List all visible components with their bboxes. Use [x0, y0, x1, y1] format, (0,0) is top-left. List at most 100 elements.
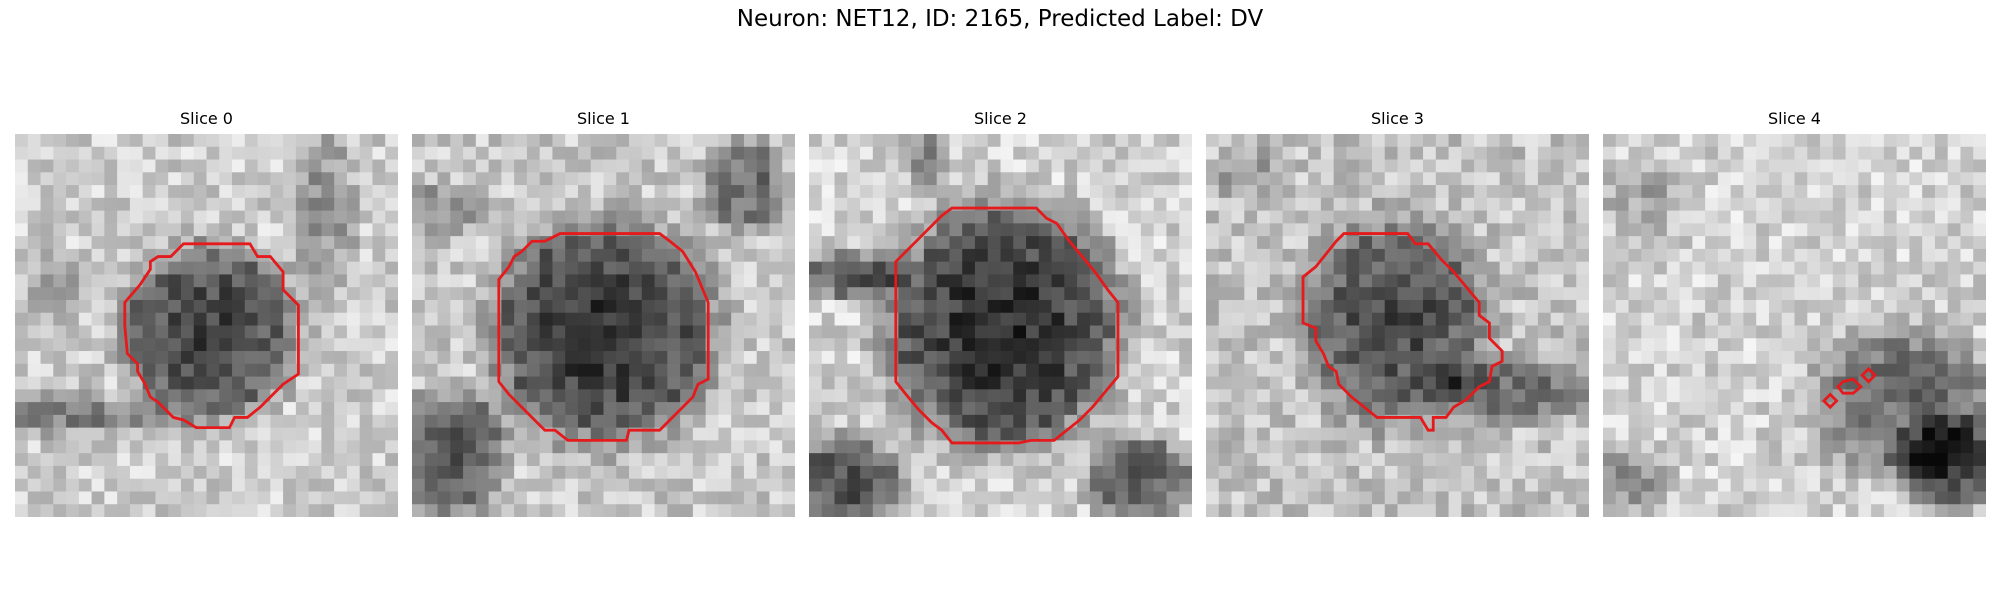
pixel [911, 389, 925, 403]
pixel [359, 210, 373, 224]
pixel [1179, 287, 1192, 301]
pixel [1179, 414, 1192, 429]
pixel [244, 274, 259, 288]
pixel [1231, 274, 1245, 288]
pixel [1730, 236, 1744, 250]
pixel [1537, 465, 1552, 480]
pixel [1077, 261, 1091, 275]
pixel [756, 236, 770, 250]
pixel [1244, 440, 1258, 454]
pixel [450, 440, 464, 454]
pixel [372, 197, 386, 212]
pixel [488, 185, 502, 199]
pixel [168, 299, 182, 314]
pixel [885, 172, 899, 186]
pixel [1308, 287, 1322, 301]
pixel [142, 223, 156, 237]
pixel [1692, 248, 1706, 263]
pixel [834, 363, 848, 378]
pixel [834, 402, 848, 416]
pixel [1512, 427, 1526, 441]
pixel [834, 299, 848, 314]
pixel [898, 427, 912, 441]
pixel [78, 440, 93, 454]
pixel [53, 159, 67, 173]
pixel [743, 223, 758, 237]
pixel [475, 504, 490, 517]
pixel [1730, 427, 1744, 441]
pixel [526, 478, 541, 492]
pixel [936, 478, 950, 492]
pixel [1038, 236, 1053, 250]
pixel [756, 465, 770, 480]
pixel [962, 134, 976, 148]
pixel [860, 351, 874, 365]
pixel [1768, 299, 1783, 314]
pixel [1140, 440, 1155, 454]
pixel [860, 440, 874, 454]
pixel [257, 491, 271, 505]
pixel [193, 453, 208, 467]
pixel [334, 363, 348, 378]
pixel [539, 325, 553, 339]
pixel [756, 261, 770, 275]
pixel [1359, 159, 1373, 173]
pixel [1333, 414, 1347, 429]
pixel [1820, 453, 1834, 467]
pixel [206, 402, 220, 416]
pixel [1013, 248, 1027, 263]
pixel [1486, 159, 1501, 173]
pixel [1537, 453, 1552, 467]
pixel [1499, 261, 1513, 275]
pixel [1026, 363, 1040, 378]
pixel [1641, 236, 1655, 250]
pixel [949, 172, 963, 186]
pixel [1743, 287, 1757, 301]
pixel [962, 172, 976, 186]
pixel [1371, 197, 1386, 212]
pixel [334, 159, 348, 173]
pixel [1371, 440, 1386, 454]
pixel [15, 389, 29, 403]
pixel [53, 376, 67, 390]
pixel [450, 261, 464, 275]
pixel [1435, 185, 1450, 199]
pixel [1038, 338, 1053, 352]
pixel [629, 363, 643, 378]
pixel [590, 338, 605, 352]
pixel [1218, 261, 1233, 275]
pixel [731, 159, 745, 173]
pixel [1730, 287, 1744, 301]
pixel [847, 453, 861, 467]
pixel [1257, 338, 1271, 352]
pixel [911, 197, 925, 212]
pixel [1000, 427, 1014, 441]
pixel [1909, 504, 1923, 517]
panel-title-slice-4: Slice 4 [1768, 109, 1821, 128]
pixel [1960, 223, 1974, 237]
pixel [270, 440, 284, 454]
pixel [923, 402, 938, 416]
pixel [1525, 261, 1539, 275]
pixel [1960, 504, 1974, 517]
pixel [206, 210, 220, 224]
pixel [117, 172, 131, 186]
pixel [1000, 261, 1014, 275]
pixel [1115, 440, 1129, 454]
pixel [1206, 274, 1220, 288]
pixel [552, 172, 566, 186]
pixel [1973, 261, 1986, 275]
pixel [308, 274, 322, 288]
pixel [142, 465, 156, 480]
pixel [1320, 210, 1335, 224]
pixel [308, 389, 322, 403]
pixel [232, 197, 246, 212]
pixel [232, 223, 246, 237]
pixel [334, 299, 348, 314]
pixel [117, 338, 131, 352]
pixel [1871, 389, 1885, 403]
pixel [1550, 414, 1564, 429]
pixel [1244, 427, 1258, 441]
pixel [821, 453, 836, 467]
pixel [66, 197, 80, 212]
